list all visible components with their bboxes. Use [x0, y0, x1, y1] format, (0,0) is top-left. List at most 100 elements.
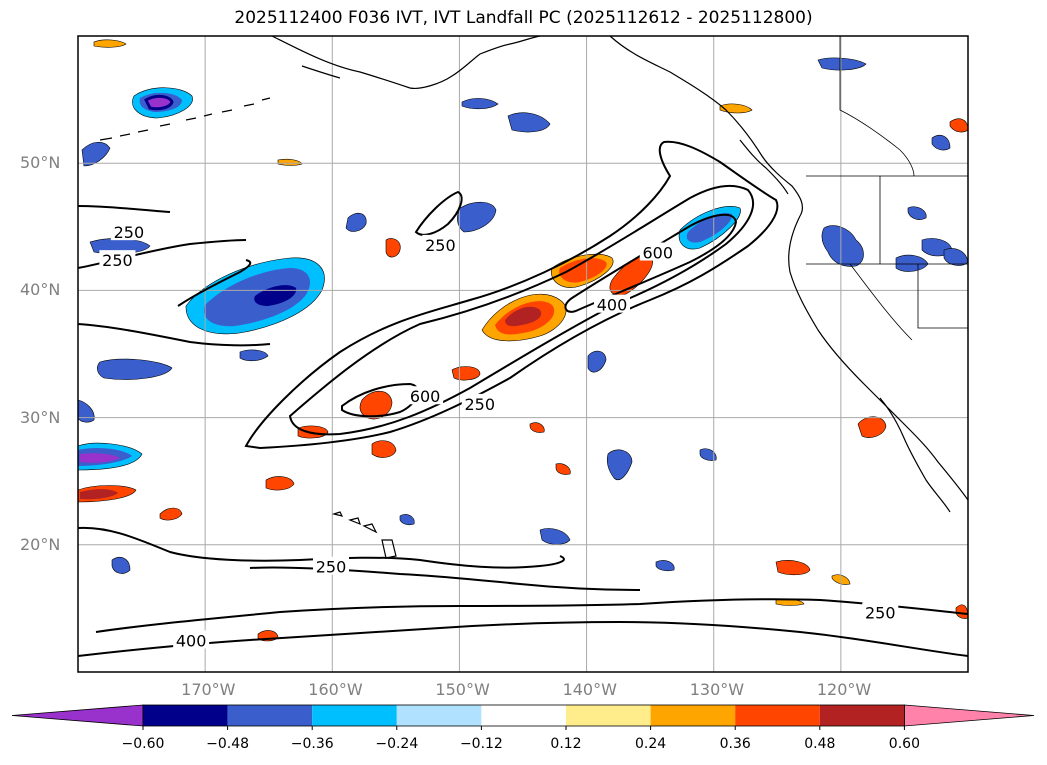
- colorbar-segment: [481, 705, 566, 726]
- longitude-label: 130°W: [689, 680, 745, 699]
- negative-anomaly-blob: [699, 448, 717, 461]
- colorbar-tick-label: −0.36: [290, 736, 334, 752]
- negative-anomaly-blob: [345, 212, 367, 232]
- negative-anomaly-blob: [686, 212, 733, 243]
- colorbar-extend-high: [904, 704, 1035, 727]
- colorbar-extend-low: [11, 704, 144, 727]
- positive-anomaly-blob: [719, 103, 753, 114]
- coastline: [609, 35, 804, 217]
- ivt-contours: [77, 140, 969, 657]
- colorbar-segment: [143, 705, 228, 726]
- contour-label-background: [313, 556, 350, 575]
- coastline: [99, 97, 271, 141]
- negative-anomaly-blob: [77, 399, 95, 423]
- contour-label-background: [407, 386, 444, 405]
- positive-anomaly-blob: [857, 416, 887, 438]
- contour-label: 400: [176, 631, 207, 650]
- latitude-label: 40°N: [20, 280, 61, 300]
- colorbar-segment: [819, 705, 905, 726]
- positive-anomaly-blob: [529, 422, 545, 433]
- longitude-label: 120°W: [816, 680, 872, 699]
- negative-anomaly-blob: [907, 206, 927, 220]
- negative-anomaly-blob: [895, 254, 929, 272]
- lat-lon-grid: [78, 36, 968, 672]
- positive-anomaly-blob: [159, 507, 183, 521]
- coastline: [301, 65, 341, 79]
- negative-anomaly-blob: [399, 514, 415, 526]
- negative-anomaly-blob: [931, 135, 951, 151]
- coastline: [788, 215, 969, 501]
- contour-label-background: [862, 602, 899, 621]
- coastlines: [99, 35, 969, 559]
- negative-anomaly-blob: [239, 349, 269, 362]
- negative-anomaly-blob: [606, 449, 633, 481]
- coastline: [331, 511, 397, 559]
- ivt-contour-250: [244, 140, 779, 450]
- colorbar-segment: [312, 705, 397, 726]
- colorbar-segment: [566, 705, 651, 726]
- contour-label: 250: [464, 395, 495, 414]
- coastline: [879, 397, 951, 513]
- contour-label-background: [639, 242, 676, 261]
- positive-anomaly-blob: [385, 238, 401, 258]
- positive-anomaly-blob: [371, 440, 397, 458]
- contour-label: 250: [425, 236, 456, 255]
- positive-anomaly-blob: [505, 306, 542, 327]
- contour-label: 250: [865, 603, 896, 622]
- pc-anomaly-fills: [77, 39, 969, 642]
- map-title: 2025112400 F036 IVT, IVT Landfall PC (20…: [234, 8, 813, 28]
- positive-anomaly-blob: [451, 366, 481, 381]
- positive-anomaly-blob: [265, 476, 295, 491]
- contour-label: 250: [102, 251, 133, 270]
- contour-label: 600: [642, 244, 673, 263]
- positive-anomaly-blob: [955, 604, 969, 619]
- colorbar-tick-label: 0.48: [804, 736, 836, 752]
- positive-anomaly-blob: [297, 425, 329, 439]
- colorbar-tick-label: −0.12: [459, 736, 503, 752]
- negative-anomaly-blob: [655, 560, 675, 572]
- latitude-label: 50°N: [20, 153, 61, 173]
- positive-anomaly-blob: [555, 463, 571, 475]
- ivt-contour-250: [77, 205, 171, 213]
- latitude-label: 30°N: [20, 407, 61, 427]
- map-frame: [77, 35, 969, 673]
- colorbar-tick-label: 0.24: [635, 736, 667, 752]
- state-border: [806, 175, 968, 341]
- ivt-contour-400: [77, 620, 969, 657]
- negative-anomaly-blob: [81, 141, 111, 167]
- colorbar-tick-label: 0.60: [888, 736, 920, 752]
- negative-anomaly-blob: [144, 94, 174, 111]
- ivt-contour-250: [77, 323, 271, 347]
- coastline: [739, 139, 789, 195]
- contour-label-background: [461, 393, 498, 412]
- positive-anomaly-blob: [949, 118, 969, 133]
- negative-anomaly-blob: [111, 557, 131, 574]
- contour-label: 250: [316, 558, 347, 577]
- positive-anomaly-blob: [80, 489, 118, 500]
- contour-label: 250: [114, 223, 145, 242]
- ivt-contour-250: [177, 259, 252, 307]
- negative-anomaly-blob: [539, 528, 571, 545]
- contour-label-background: [110, 222, 147, 241]
- colorbar-tick-label: −0.60: [121, 736, 165, 752]
- colorbar-tick-label: −0.48: [206, 736, 250, 752]
- negative-anomaly-blob: [457, 201, 497, 233]
- colorbar: [11, 704, 1035, 730]
- contour-label-background: [422, 234, 459, 253]
- colorbar-segment: [735, 705, 820, 726]
- longitude-label: 160°W: [308, 680, 363, 699]
- colorbar-tick-label: −0.24: [375, 736, 419, 752]
- longitude-label: 150°W: [435, 680, 490, 699]
- longitude-label: 140°W: [562, 680, 617, 699]
- state-border: [839, 36, 915, 177]
- coastline: [271, 35, 541, 89]
- negative-anomaly-blob: [507, 112, 551, 133]
- ivt-contour-250: [414, 190, 463, 236]
- colorbar-frame: [142, 704, 905, 727]
- ivt-contour-250: [95, 598, 969, 633]
- colorbar-segment: [650, 705, 736, 726]
- ivt-contour-250: [249, 566, 641, 591]
- contour-label-background: [99, 250, 136, 269]
- contour-label-background: [594, 294, 630, 313]
